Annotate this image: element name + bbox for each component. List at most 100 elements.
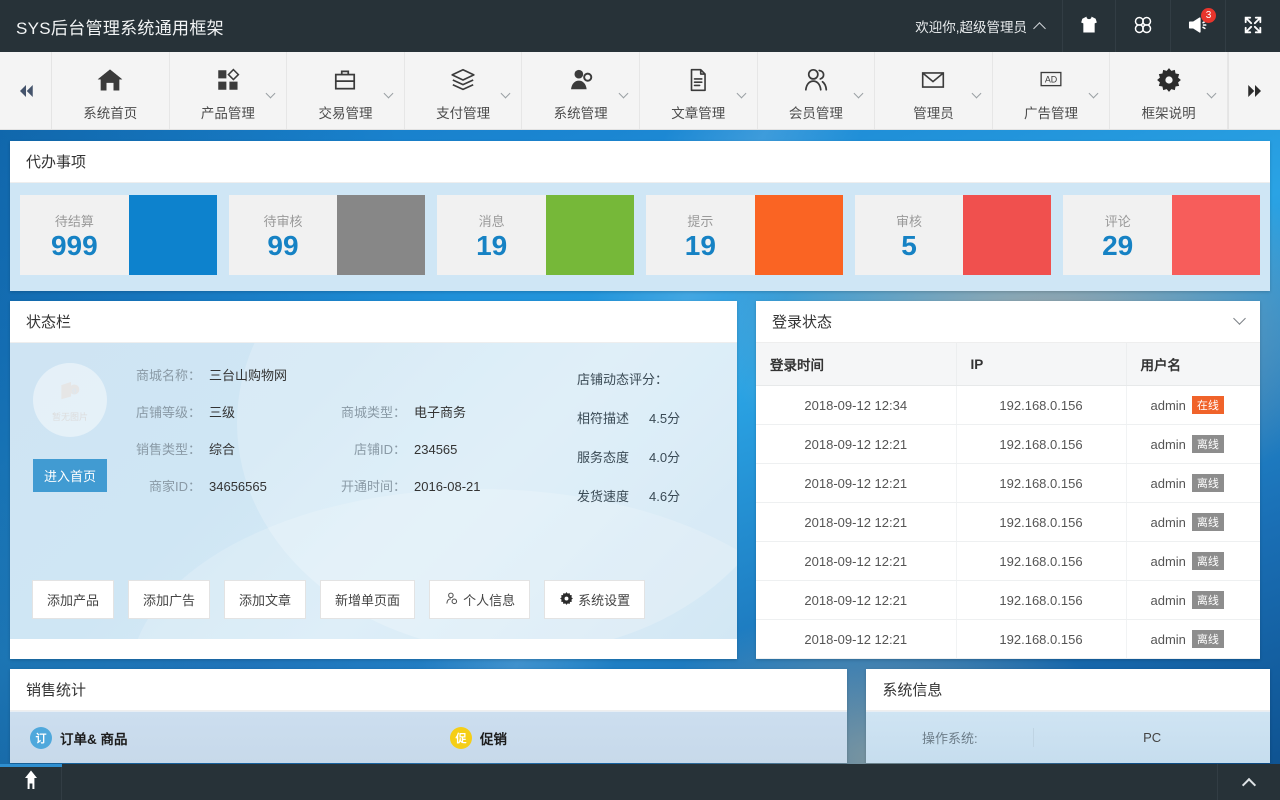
todo-card-label: 提示 [687,213,714,229]
nav-item-文章管理[interactable]: 文章管理 [640,52,758,129]
add-article-button[interactable]: 添加文章 [224,580,307,619]
avatar: 0 暂无图片 [33,363,107,437]
chevron-down-icon [1206,88,1217,99]
todo-card-label: 待结算 [54,213,94,229]
sales-tab-orders[interactable]: 订 订单& 商品 [30,726,450,749]
apps-grid-button[interactable] [1115,0,1170,52]
todo-panel: 代办事项 待结算 999 待审核 99 消息 19 [10,141,1270,291]
cell-time: 2018-09-12 12:34 [756,385,957,425]
cell-user: admin 离线 [1126,619,1260,659]
todo-card-value: 999 [50,229,98,261]
field-value: 电子商务 [414,405,467,420]
add-ad-button[interactable]: 添加广告 [128,580,211,619]
user-name: admin [1150,476,1186,491]
todo-card-value: 5 [901,229,917,261]
rating-row: 相符描述 4.5分 [577,408,737,427]
system-settings-label: 系统设置 [578,593,631,608]
cell-ip: 192.168.0.156 [956,580,1127,620]
todo-card[interactable]: 评论 29 [1063,195,1261,275]
shop-field-row: 商家ID： 34656565 开通时间： 2016-08-21 [130,476,569,495]
column-header-ip: IP [956,343,1127,386]
user-cog-icon [567,65,595,95]
status-badge: 离线 [1191,552,1224,570]
nav-scroll-left-button[interactable] [0,52,52,129]
avatar-placeholder-label: 暂无图片 [51,412,88,422]
nav-item-广告管理[interactable]: AD 广告管理 [993,52,1111,129]
taskbar-show-desktop-button[interactable] [1218,764,1280,800]
fullscreen-button[interactable] [1225,0,1280,52]
todo-card[interactable]: 消息 19 [437,195,635,275]
taskbar-window-list [62,764,1218,800]
todo-card-label: 待审核 [263,213,303,229]
table-row[interactable]: 2018-09-12 12:21 192.168.0.156 admin 离线 [756,424,1260,464]
nav-item-支付管理[interactable]: 支付管理 [405,52,523,129]
orders-icon: 订 [30,726,52,749]
status-badge: 离线 [1191,435,1224,453]
chevron-up-icon [1033,21,1046,35]
table-row[interactable]: 2018-09-12 12:21 192.168.0.156 admin 离线 [756,580,1260,620]
nav-item-交易管理[interactable]: 交易管理 [287,52,405,129]
users-icon [802,65,830,95]
nav-item-会员管理[interactable]: 会员管理 [758,52,876,129]
nav-item-管理员[interactable]: 管理员 [875,52,993,129]
sales-tab-bar: 订 订单& 商品 促 促销 [10,711,848,763]
personal-info-button[interactable]: 个人信息 [429,580,531,619]
todo-card-swatch [754,195,843,275]
cell-user: admin 离线 [1126,580,1260,620]
table-row[interactable]: 2018-09-12 12:21 192.168.0.156 admin 离线 [756,541,1260,581]
nav-scroll-right-button[interactable] [1228,52,1280,129]
todo-card[interactable]: 待审核 99 [228,195,426,275]
nav-item-系统管理[interactable]: 系统管理 [522,52,640,129]
table-row[interactable]: 2018-09-12 12:21 192.168.0.156 admin 离线 [756,502,1260,542]
todo-card[interactable]: 待结算 999 [20,195,217,275]
table-row[interactable]: 2018-09-12 12:21 192.168.0.156 admin 离线 [756,463,1260,503]
field-key: 商家ID： [148,479,201,494]
todo-card-swatch [1172,195,1261,275]
user-name: admin [1150,554,1186,569]
status-badge: 离线 [1191,474,1224,492]
taskbar-start-button[interactable] [0,764,62,800]
table-row[interactable]: 2018-09-12 12:21 192.168.0.156 admin 离线 [756,619,1260,659]
status-panel-title: 状态栏 [26,314,72,331]
add-single-page-button[interactable]: 新增单页面 [320,580,416,619]
chevron-down-icon [618,88,629,99]
todo-card-value: 99 [267,229,299,261]
theme-shirt-button[interactable] [1062,0,1115,52]
cell-user: admin 离线 [1126,541,1260,581]
sysinfo-key: 操作系统: [866,728,1035,747]
chevron-down-icon [736,88,747,99]
notifications-button[interactable]: 3 [1170,0,1225,52]
todo-panel-header: 代办事项 [10,141,1270,183]
table-row[interactable]: 2018-09-12 12:34 192.168.0.156 admin 在线 [756,385,1260,425]
cell-user: admin 离线 [1126,424,1260,464]
gear-icon [1155,65,1183,95]
rating-key: 发货速度 [577,489,630,504]
enter-home-button[interactable]: 进入首页 [32,459,107,492]
cell-time: 2018-09-12 12:21 [756,580,957,620]
sysinfo-panel-title: 系统信息 [882,682,943,699]
todo-card-swatch [337,195,426,275]
status-badge: 在线 [1191,396,1224,414]
nav-item-框架说明[interactable]: 框架说明 [1110,52,1228,129]
shop-ratings: 店铺动态评分： 相符描述 4.5分 服务态度 4.0分 发货速度 4.6分 [569,355,737,639]
apps-grid-icon [1132,14,1154,39]
nav-item-产品管理[interactable]: 产品管理 [170,52,288,129]
cell-time: 2018-09-12 12:21 [756,619,957,659]
chevron-down-icon[interactable] [1233,312,1246,325]
nav-item-label: 框架说明 [1141,106,1196,121]
status-panel-header: 状态栏 [10,301,737,343]
login-panel-header[interactable]: 登录状态 [756,301,1260,343]
todo-card[interactable]: 审核 5 [854,195,1052,275]
rating-value: 4.6分 [649,489,681,504]
add-product-button[interactable]: 添加产品 [32,580,115,619]
nav-item-系统首页[interactable]: 系统首页 [52,52,170,129]
status-badge: 离线 [1191,591,1224,609]
welcome-user-menu[interactable]: 欢迎你,超级管理员 [901,0,1062,52]
login-status-panel: 登录状态 登录时间 IP 用户名 2018-09-12 12:34 192.16… [756,301,1260,659]
field-key: 商城类型： [340,405,406,420]
system-settings-button[interactable]: 系统设置 [544,580,646,619]
rating-row: 发货速度 4.6分 [577,486,737,505]
sales-tab-promotion[interactable]: 促 促销 [450,726,507,749]
cell-user: admin 离线 [1126,502,1260,542]
todo-card[interactable]: 提示 19 [646,195,843,275]
